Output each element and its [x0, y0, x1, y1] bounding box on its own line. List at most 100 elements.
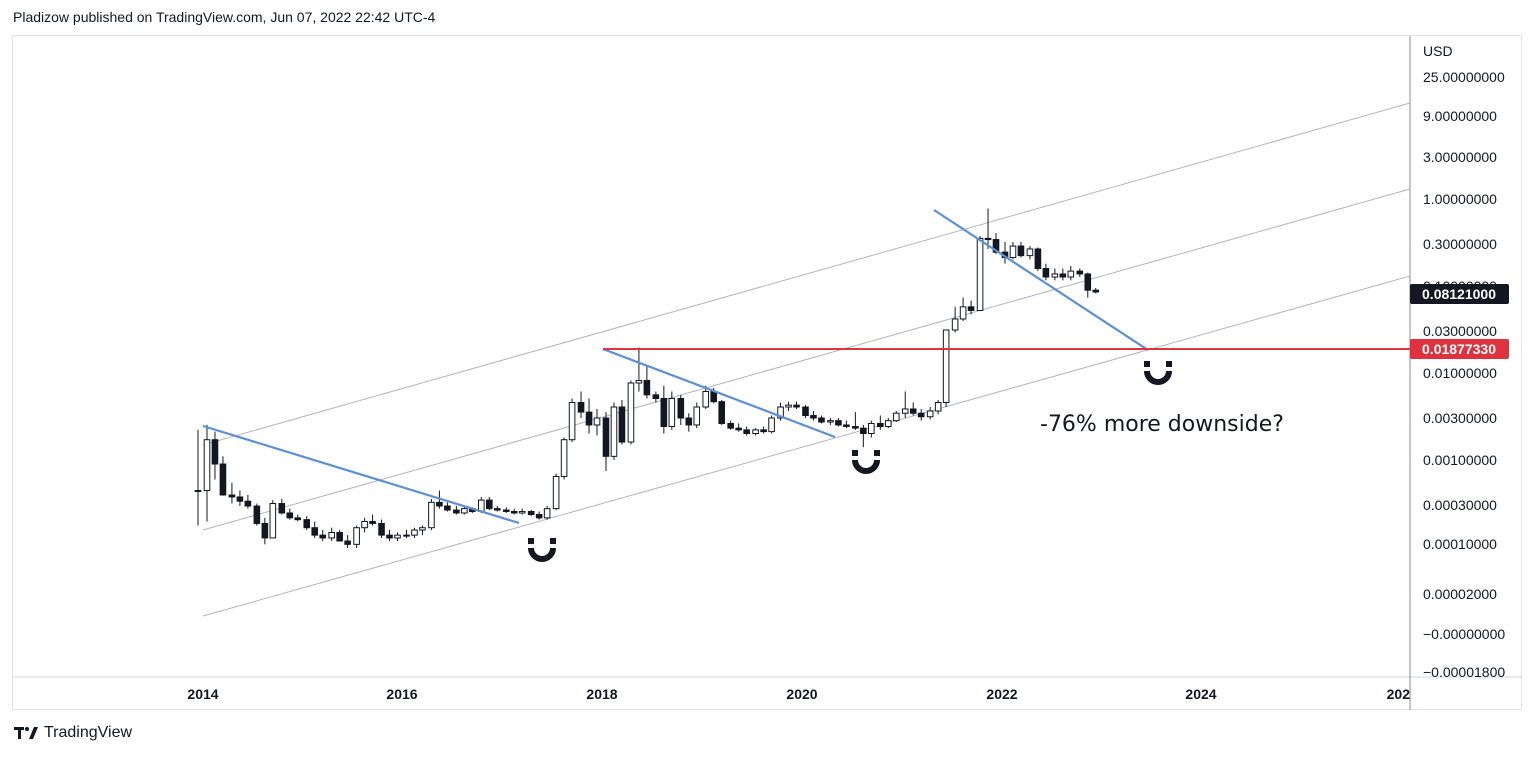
candle-body — [685, 417, 693, 426]
y-tick-label: −0.00001800 — [1423, 664, 1505, 680]
candle-body — [369, 520, 376, 524]
candle-body — [219, 463, 227, 496]
candle-body — [735, 427, 742, 431]
candle-body — [693, 406, 701, 426]
candle — [827, 418, 834, 425]
candle-body — [577, 402, 585, 413]
candle — [884, 418, 892, 429]
y-tick-label: 0.00300000 — [1423, 410, 1497, 426]
candle-body — [428, 501, 435, 529]
candle — [510, 508, 518, 515]
candle — [211, 431, 219, 480]
candle — [453, 506, 460, 515]
candle — [518, 508, 526, 515]
candle — [444, 502, 451, 512]
candle — [1092, 288, 1100, 294]
candle — [568, 398, 576, 443]
candle — [1084, 272, 1092, 298]
trendline-2021-2023[interactable] — [933, 209, 1149, 351]
candle — [394, 532, 401, 542]
candle-body — [453, 509, 460, 514]
candle-body — [917, 412, 925, 418]
candle — [1001, 242, 1009, 264]
candle — [228, 482, 236, 504]
candle-body — [1009, 245, 1017, 258]
candle-body — [535, 514, 543, 519]
trendline-2014-2017[interactable] — [202, 424, 520, 525]
candle — [818, 415, 825, 424]
candle — [485, 496, 493, 511]
channel-line-top[interactable] — [202, 102, 1411, 446]
chart-frame — [12, 35, 1522, 710]
candle-body — [652, 394, 660, 399]
candle — [917, 408, 925, 421]
candle-body — [1076, 270, 1084, 275]
candle — [602, 412, 610, 471]
candle-body — [560, 439, 568, 477]
candle-body — [877, 422, 884, 428]
candle — [328, 527, 335, 542]
y-tick-label: 0.30000000 — [1423, 236, 1497, 252]
y-tick-label: 0.00030000 — [1423, 497, 1497, 513]
candle — [269, 500, 277, 539]
candle — [286, 508, 294, 520]
candle-body — [718, 401, 726, 424]
candle-body — [1084, 273, 1092, 291]
candle-body — [278, 503, 286, 514]
candle-body — [261, 522, 269, 539]
candle — [760, 426, 767, 434]
candle-body — [677, 397, 685, 419]
candle-body — [760, 429, 767, 433]
candle — [319, 530, 326, 542]
candle-body — [901, 408, 909, 414]
x-tick-label: 2020 — [786, 686, 817, 702]
channel-line-bottom[interactable] — [202, 275, 1411, 617]
candle-body — [518, 510, 526, 514]
candle-body — [493, 508, 501, 511]
tradingview-logo-icon — [14, 725, 40, 741]
current-price-badge: 0.08121000 — [1410, 284, 1509, 304]
candle-body — [510, 510, 518, 514]
channel-line-middle[interactable] — [202, 188, 1411, 531]
candle — [610, 402, 618, 460]
candle — [909, 402, 917, 416]
candle-body — [852, 426, 859, 429]
candle-body — [1034, 248, 1042, 269]
candle — [419, 525, 426, 536]
candle-body — [485, 499, 493, 510]
y-tick-label: 1.00000000 — [1423, 191, 1497, 207]
candle — [877, 415, 884, 430]
candle — [668, 391, 676, 430]
candle — [892, 411, 900, 423]
candle — [652, 391, 660, 403]
candle — [219, 456, 227, 496]
trendlines[interactable] — [202, 209, 1149, 525]
candle-body — [743, 429, 750, 434]
candle — [843, 420, 850, 429]
candle-body — [752, 429, 759, 434]
published-line: Pladizow published on TradingView.com, J… — [13, 9, 436, 25]
candle — [577, 391, 585, 418]
candle — [901, 391, 909, 418]
candle-body — [502, 509, 510, 512]
magnet-icon — [852, 450, 880, 474]
candle — [976, 236, 984, 311]
candle — [585, 398, 593, 434]
candle-body — [768, 417, 775, 433]
candle-body — [892, 412, 900, 422]
candle — [1051, 268, 1059, 281]
candle-body — [1051, 273, 1059, 278]
y-tick-label: 9.00000000 — [1423, 108, 1497, 124]
candle — [543, 506, 551, 520]
price-channel[interactable] — [202, 102, 1411, 617]
candle-body — [461, 508, 468, 514]
x-axis-ticks: 2014 2016 2018 2020 2022 2024 202 — [187, 686, 1410, 702]
magnet-icon — [1144, 361, 1172, 385]
x-tick-label: 2016 — [386, 686, 417, 702]
candle-body — [643, 380, 651, 396]
trendline-2018-2020[interactable] — [602, 347, 836, 439]
candle-body — [926, 410, 934, 418]
candle-body — [668, 397, 676, 428]
current-price-label: 0.08121000 — [1422, 286, 1496, 302]
